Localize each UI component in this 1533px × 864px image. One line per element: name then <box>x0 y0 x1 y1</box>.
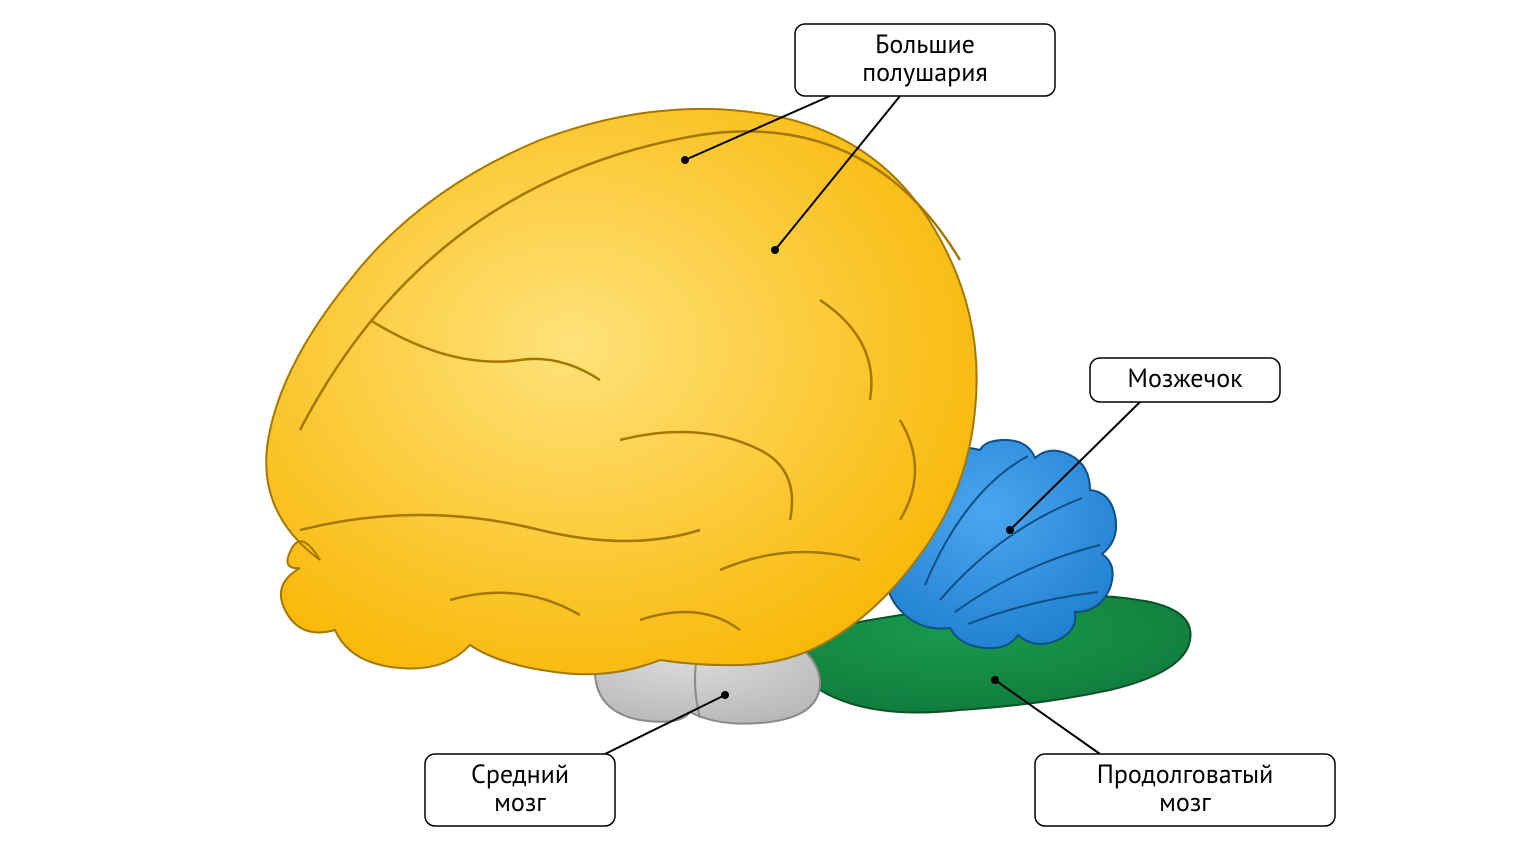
leader-dot <box>721 691 729 699</box>
part-cerebrum <box>266 109 976 674</box>
leader-dot <box>1006 526 1014 534</box>
leader-dot <box>771 246 779 254</box>
label-text: Большиеполушария <box>862 27 988 88</box>
leader-dot <box>991 676 999 684</box>
label-cerebrum: Большиеполушария <box>795 24 1055 96</box>
leader-dot <box>681 156 689 164</box>
label-medulla: Продолговатыймозг <box>1035 754 1335 826</box>
label-text: Мозжечок <box>1127 362 1243 395</box>
brain-diagram: Большиеполушария Мозжечок Продолговатыймоз… <box>0 0 1533 864</box>
label-midbrain: Средниймозг <box>425 754 615 826</box>
label-cerebellum: Мозжечок <box>1090 358 1280 402</box>
